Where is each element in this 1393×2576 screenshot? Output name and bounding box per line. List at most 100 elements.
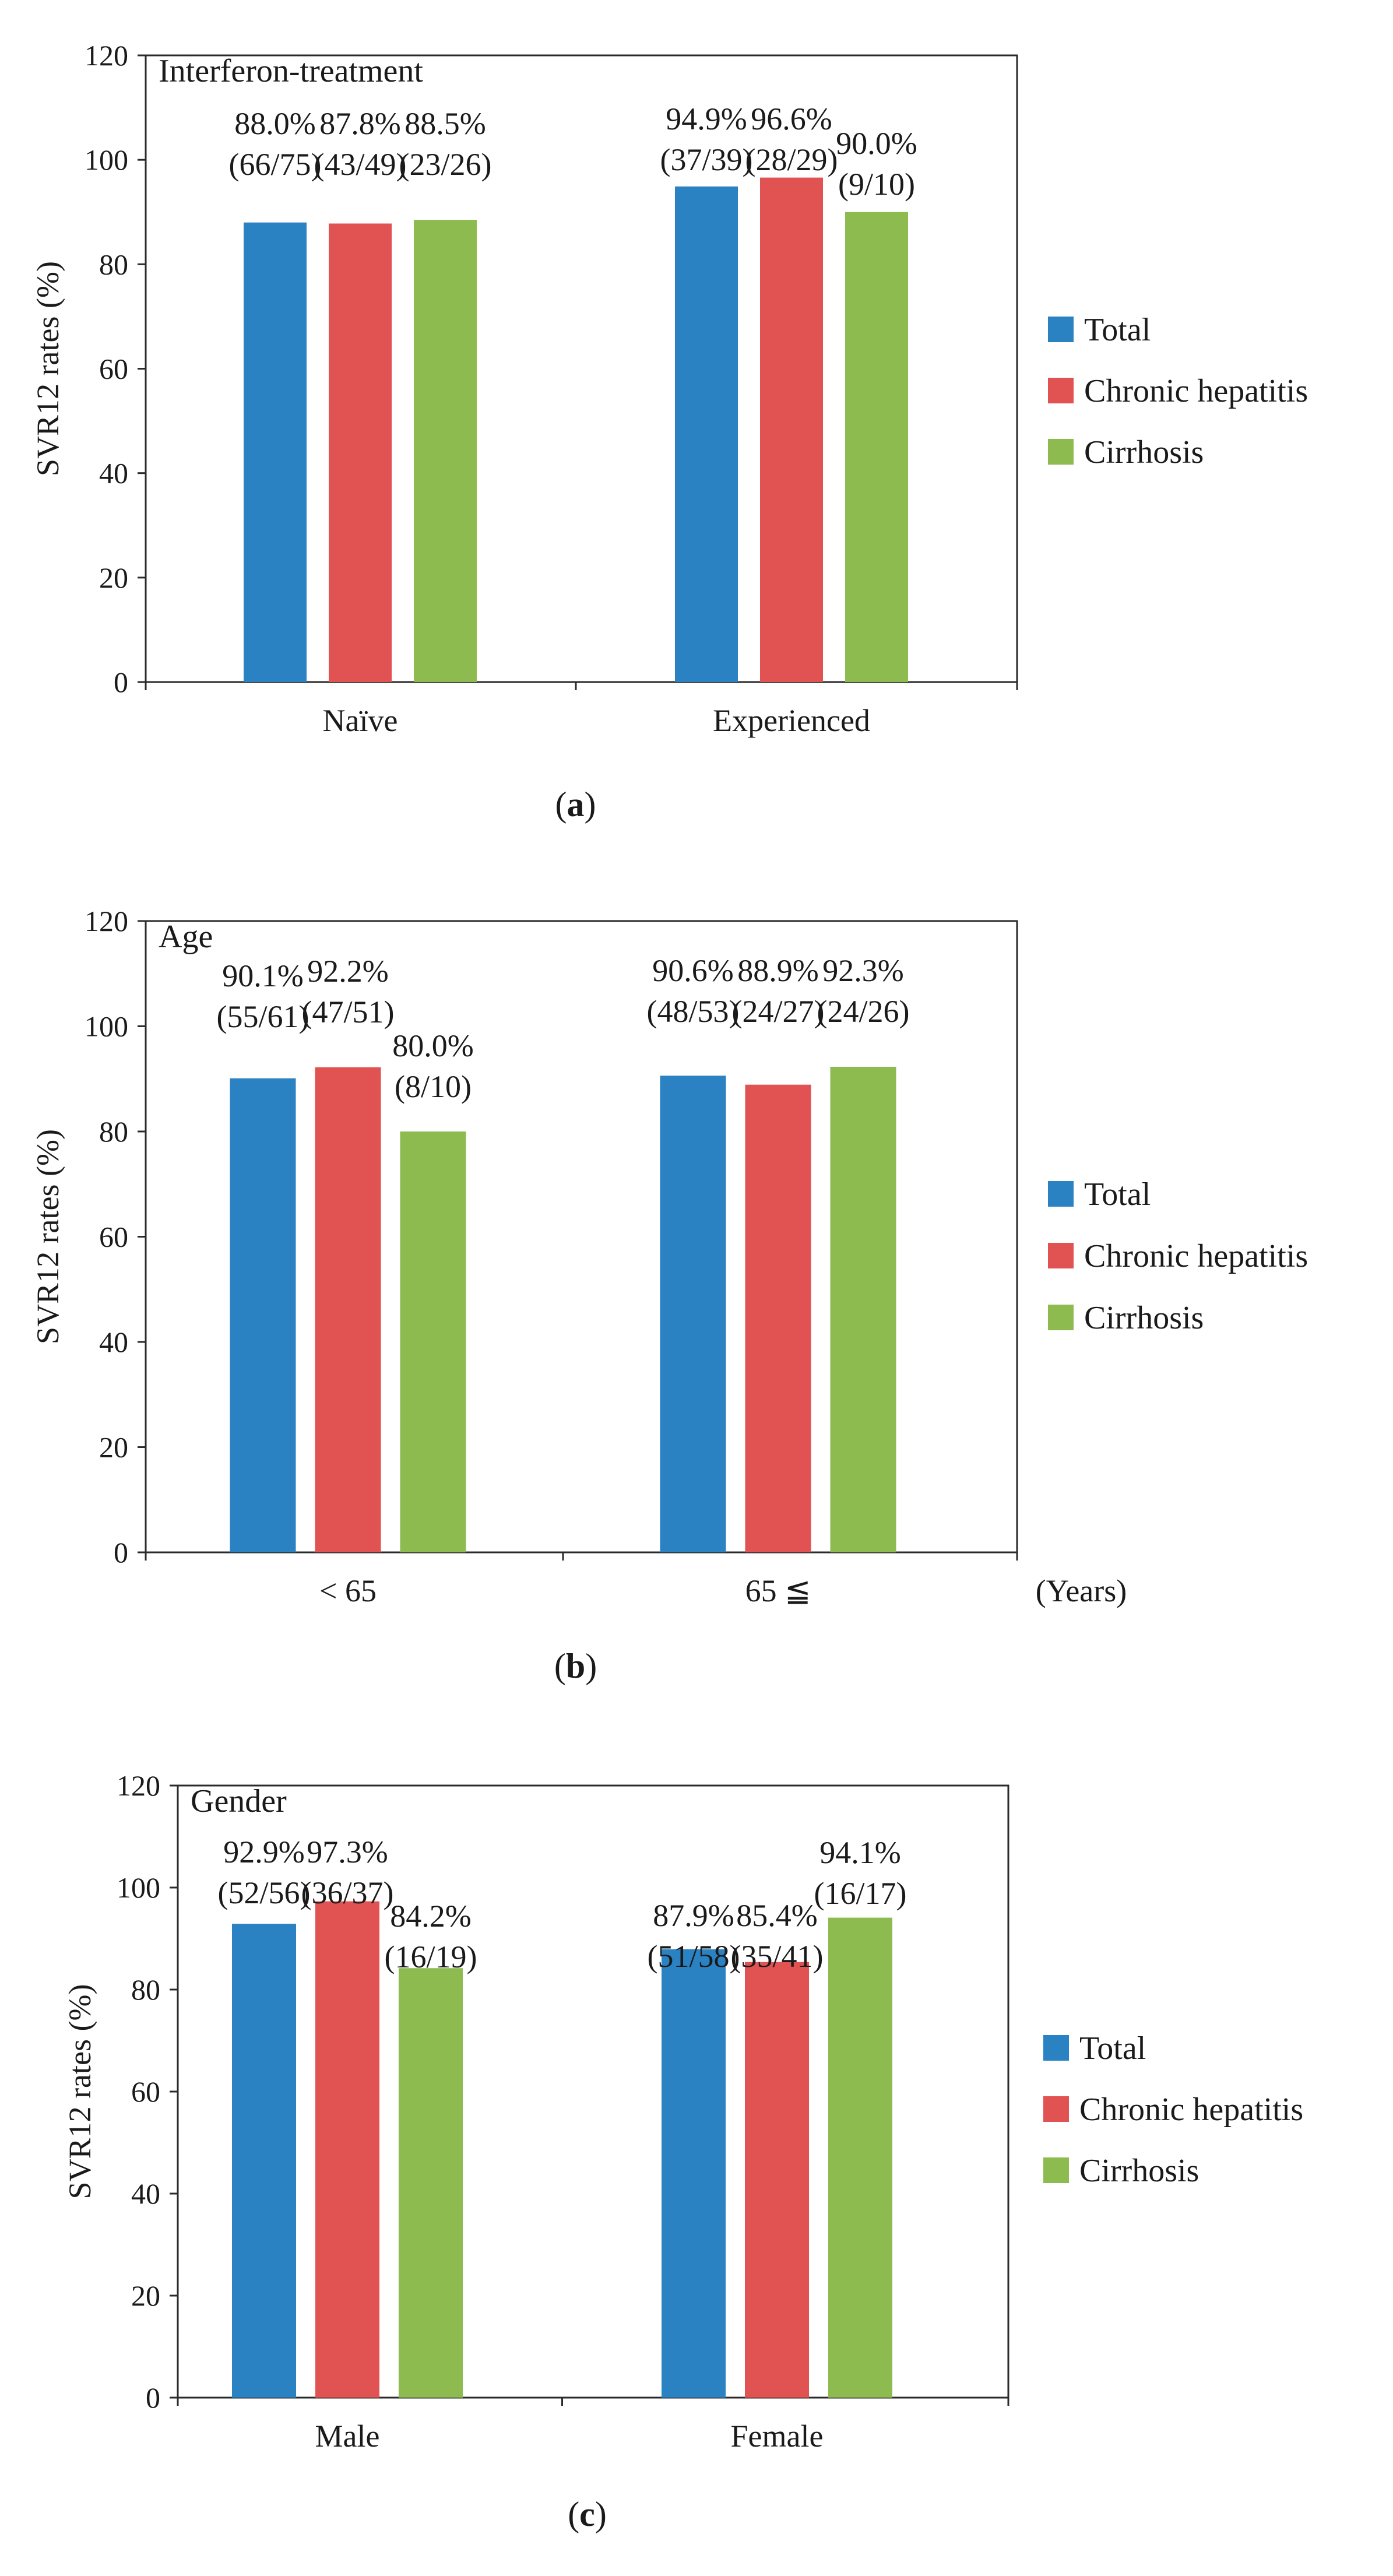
category-label: Naïve (323, 703, 398, 738)
legend-swatch (1043, 2157, 1069, 2183)
legend-swatch (1048, 1305, 1074, 1330)
y-tick-label: 100 (85, 143, 128, 176)
bar-Experienced-Chronic hepatitis (760, 177, 823, 682)
bar-label: 96.6% (751, 101, 832, 136)
bar-label: 90.1% (222, 958, 303, 993)
panel-c: 0 20 40 60 80 100 120 SVR12 rates (%) Gender 92.9… (62, 1769, 1303, 2533)
bar-fraction-label: (36/37) (301, 1875, 394, 1910)
legend-swatch (1048, 317, 1074, 342)
legend-label: Chronic hepatitis (1084, 1238, 1308, 1274)
bar-Naïve-Total (244, 222, 307, 683)
y-tick-label: 80 (131, 1973, 160, 2006)
y-tick-label: 80 (99, 248, 128, 280)
y-tick-label: 20 (99, 561, 128, 594)
legend-label: Cirrhosis (1084, 434, 1204, 470)
bar-< 65-Cirrhosis (400, 1131, 466, 1552)
bar-Male-Chronic hepatitis (315, 1901, 379, 2398)
y-axis-label: SVR12 rates (%) (30, 261, 65, 476)
y-tick-label: 80 (99, 1115, 128, 1148)
bar-label: 90.6% (652, 953, 733, 988)
legend-label: Total (1084, 1176, 1151, 1213)
bar-label: 88.9% (737, 953, 818, 988)
panel-title: Age (159, 919, 213, 955)
bar-65 ≦-Total (660, 1076, 726, 1552)
bar-< 65-Total (230, 1078, 296, 1552)
bar-fraction-label: (16/19) (385, 1939, 477, 1974)
bar-fraction-label: (23/26) (399, 147, 492, 182)
bar-label: 87.9% (653, 1898, 734, 1933)
bar-Experienced-Total (675, 186, 738, 683)
bar-Female-Chronic hepatitis (745, 1962, 809, 2398)
bar-fraction-label: (28/29) (745, 142, 838, 177)
bar-Naïve-Cirrhosis (414, 220, 477, 682)
bar-label: 80.0% (392, 1028, 473, 1063)
legend-label: Chronic hepatitis (1079, 2092, 1303, 2128)
legend-swatch (1048, 439, 1074, 465)
y-tick-label: 40 (99, 457, 128, 490)
legend-swatch (1048, 378, 1074, 403)
category-label: 65 ≦ (745, 1573, 811, 1608)
bar-fraction-label: (47/51) (302, 994, 395, 1029)
panel-caption: (b) (554, 1647, 597, 1685)
y-tick-label: 60 (99, 1221, 128, 1253)
y-tick-label: 40 (131, 2177, 160, 2210)
y-tick-label: 20 (99, 1431, 128, 1464)
bar-label: 87.8% (319, 106, 400, 141)
x-unit-label: (Years) (1036, 1573, 1127, 1608)
legend-swatch (1043, 2035, 1069, 2061)
panel-caption: (a) (555, 785, 596, 824)
bar-65 ≦-Cirrhosis (830, 1066, 896, 1552)
bar-fraction-label: (66/75) (229, 147, 322, 182)
bar-fraction-label: (8/10) (395, 1069, 472, 1104)
y-tick-label: 0 (114, 1536, 128, 1569)
y-tick-label: 60 (99, 353, 128, 385)
bar-fraction-label: (16/17) (814, 1876, 907, 1911)
bar-label: 85.4% (736, 1898, 817, 1933)
bar-label: 97.3% (307, 1835, 388, 1869)
bar-label: 92.9% (223, 1835, 304, 1869)
panel-a: 0 20 40 60 80 100 120 SVR12 rates (%) Interferon… (30, 39, 1308, 824)
y-tick-label: 100 (85, 1010, 128, 1043)
panel-title: Interferon-treatment (159, 53, 423, 89)
bar-label: 92.3% (822, 953, 903, 988)
bar-65 ≦-Chronic hepatitis (745, 1084, 811, 1552)
y-tick-label: 20 (131, 2279, 160, 2312)
bar-Female-Cirrhosis (828, 1917, 892, 2398)
category-label: Male (315, 2419, 380, 2454)
bar-fraction-label: (52/56) (218, 1875, 311, 1910)
legend-label: Chronic hepatitis (1084, 373, 1308, 409)
bar-fraction-label: (51/58) (648, 1939, 740, 1974)
bar-fraction-label: (37/39) (660, 142, 753, 177)
y-axis-label: SVR12 rates (%) (62, 1984, 97, 2199)
bar-fraction-label: (43/49) (314, 147, 407, 182)
bar-fraction-label: (9/10) (838, 167, 915, 202)
bar-Naïve-Chronic hepatitis (329, 223, 392, 682)
legend-label: Cirrhosis (1079, 2153, 1199, 2189)
legend-swatch (1048, 1243, 1074, 1268)
legend-label: Cirrhosis (1084, 1300, 1204, 1336)
bar-label: 88.5% (404, 106, 486, 141)
legend-swatch (1043, 2096, 1069, 2122)
panel-caption: (c) (568, 2495, 607, 2533)
bar-fraction-label: (24/27) (732, 994, 825, 1029)
bar-label: 92.2% (307, 954, 388, 989)
y-tick-label: 40 (99, 1326, 128, 1358)
y-tick-label: 120 (85, 39, 128, 72)
bar-fraction-label: (48/53) (647, 994, 740, 1029)
bar-fraction-label: (55/61) (217, 999, 309, 1034)
bar-fraction-label: (35/41) (731, 1939, 824, 1974)
bar-label: 90.0% (836, 126, 917, 161)
bar-< 65-Chronic hepatitis (315, 1067, 381, 1552)
y-tick-label: 0 (114, 666, 128, 698)
bar-Female-Total (662, 1949, 726, 2398)
category-label: Experienced (713, 703, 870, 738)
category-label: < 65 (319, 1573, 377, 1608)
bar-Male-Cirrhosis (399, 1968, 463, 2398)
bar-fraction-label: (24/26) (817, 994, 910, 1029)
bar-label: 84.2% (390, 1899, 471, 1934)
panel-b: 0 20 40 60 80 100 120 SVR12 rates (%) Age 90.1% (5… (30, 905, 1308, 1685)
category-label: Female (731, 2419, 824, 2454)
y-tick-label: 100 (117, 1871, 160, 1904)
legend-label: Total (1084, 312, 1151, 348)
